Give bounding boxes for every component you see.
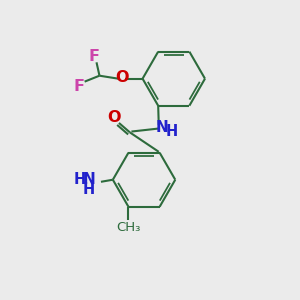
Text: O: O	[115, 70, 128, 85]
Text: H: H	[165, 124, 178, 139]
Text: H: H	[74, 172, 86, 187]
Text: N: N	[83, 172, 95, 187]
Text: H: H	[83, 182, 95, 197]
Text: CH₃: CH₃	[116, 221, 141, 234]
Text: F: F	[74, 79, 85, 94]
Text: O: O	[107, 110, 120, 125]
Text: N: N	[155, 120, 168, 135]
Text: F: F	[88, 50, 99, 64]
